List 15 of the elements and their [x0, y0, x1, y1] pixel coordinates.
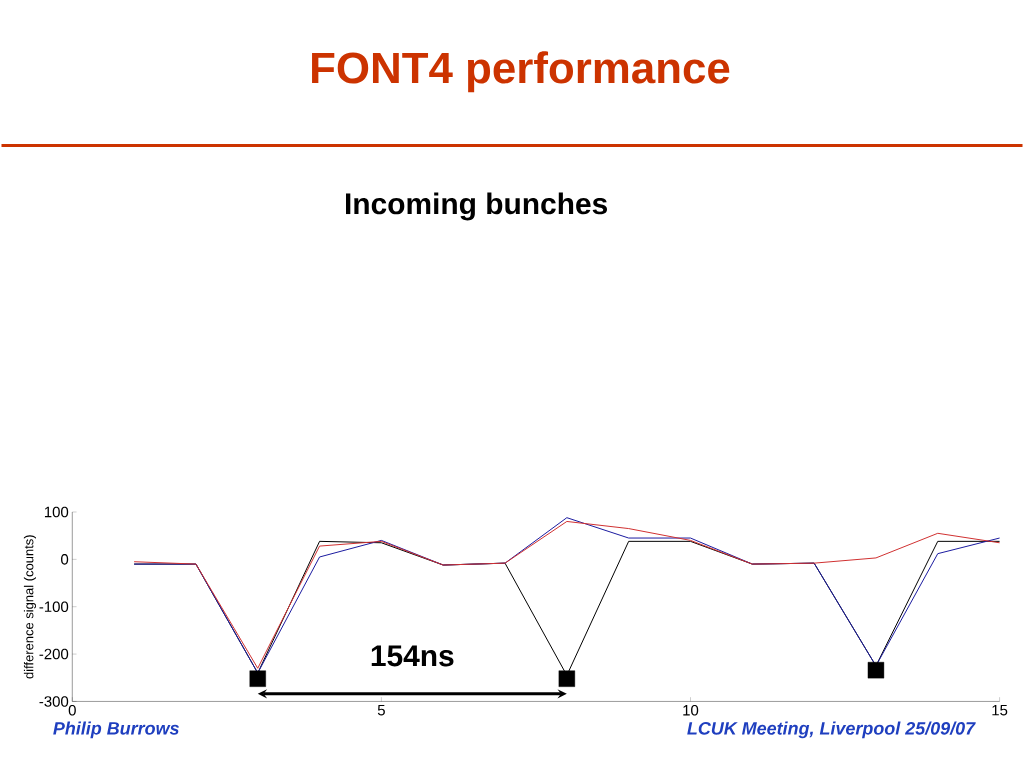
y-tick-label: -300: [39, 696, 69, 707]
y-tick-label: -200: [39, 648, 69, 660]
chart-subtitle: Incoming bunches: [345, 192, 607, 221]
y-tick-label: 100: [44, 506, 69, 518]
x-tick-label: 10: [683, 705, 699, 716]
annotation: 154ns: [371, 645, 454, 667]
x-tick-label: 0: [68, 705, 76, 716]
y-tick-label: -100: [39, 601, 69, 613]
y-axis-title: difference signal (counts): [23, 535, 36, 679]
x-tick-label: 15: [992, 705, 1008, 716]
y-tick-label: 0: [61, 554, 69, 565]
chart-title: FONT4 performance: [312, 51, 730, 93]
text: Philip Burrows: [53, 721, 179, 739]
x-tick-label: 5: [377, 705, 385, 716]
text: LCUK Meeting, Liverpool 25/09/07: [687, 721, 976, 739]
